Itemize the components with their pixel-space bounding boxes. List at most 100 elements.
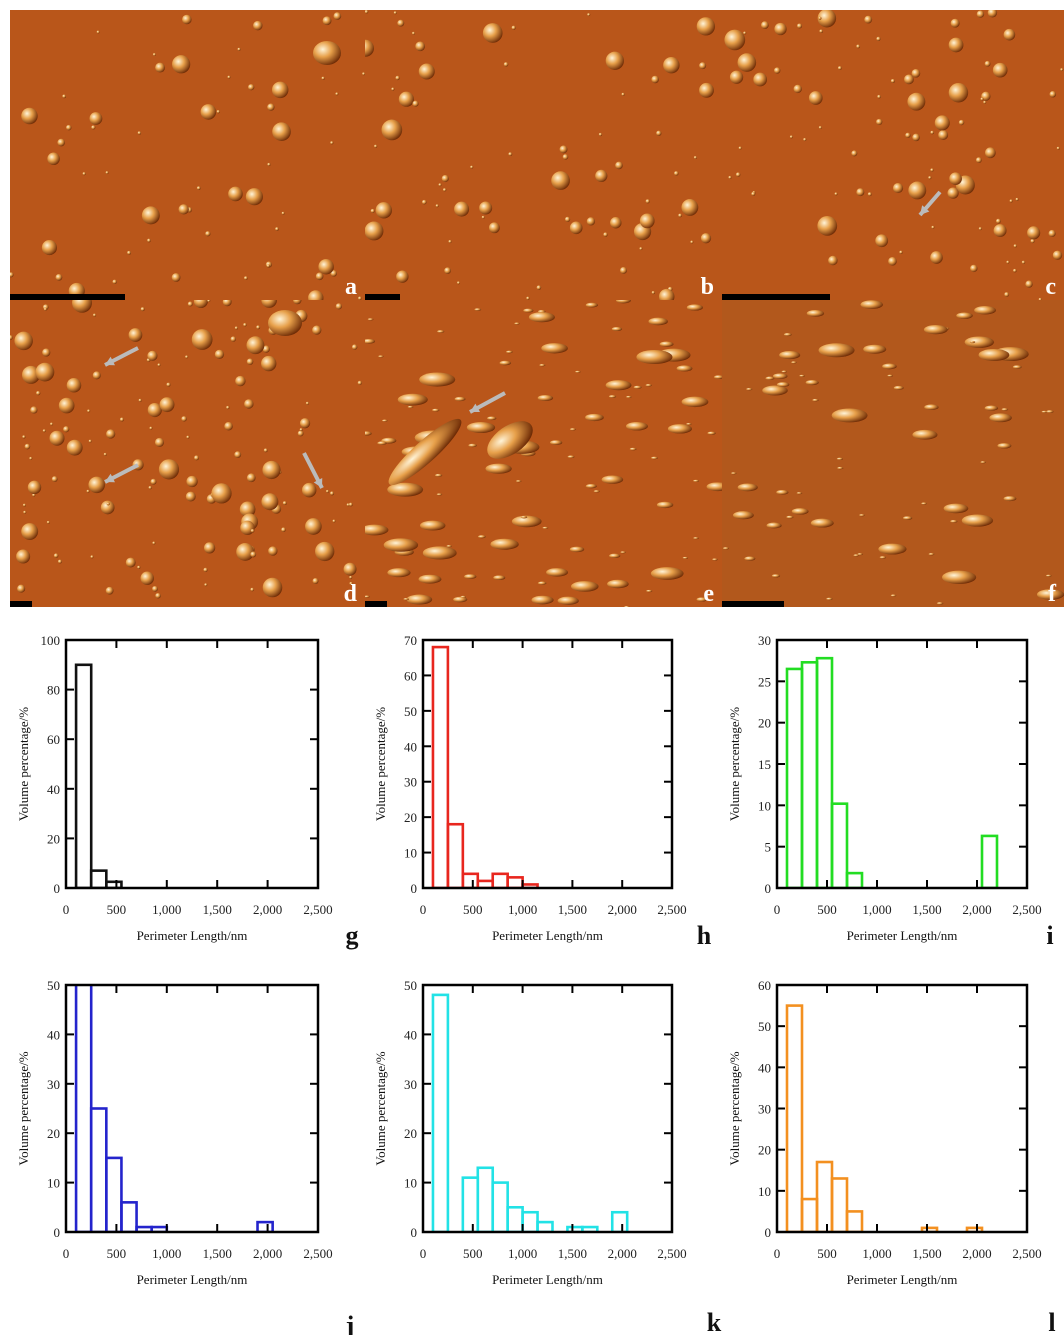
- particle: [620, 267, 627, 274]
- particle: [1038, 297, 1042, 300]
- particle: [928, 176, 932, 180]
- particle: [421, 199, 427, 205]
- particle: [250, 551, 257, 558]
- particle: [645, 384, 652, 387]
- particle: [381, 419, 388, 422]
- particle: [659, 341, 674, 347]
- particle: [499, 360, 512, 366]
- particle: [281, 211, 285, 215]
- particle: [743, 31, 747, 35]
- particle: [851, 150, 858, 157]
- particle: [261, 493, 279, 511]
- particle: [941, 570, 977, 584]
- particle: [605, 51, 624, 70]
- bar: [105, 1156, 123, 1232]
- y-tick-label: 40: [404, 739, 417, 754]
- particle: [357, 380, 362, 386]
- particle: [166, 382, 171, 387]
- particle: [159, 397, 175, 413]
- particle: [275, 227, 279, 231]
- particle: [674, 171, 679, 176]
- particle: [836, 457, 844, 461]
- particle: [569, 428, 576, 431]
- particle: [882, 363, 897, 370]
- particle: [890, 78, 895, 83]
- particle: [193, 300, 208, 309]
- particle: [17, 584, 26, 593]
- particle: [812, 398, 819, 402]
- particle: [35, 362, 55, 382]
- particle: [911, 68, 921, 78]
- particle: [826, 597, 833, 601]
- particle: [559, 145, 568, 154]
- particle: [147, 238, 151, 243]
- particle: [707, 431, 716, 435]
- particle: [542, 526, 549, 530]
- particle: [681, 396, 709, 408]
- particle: [152, 585, 158, 592]
- particle: [735, 172, 741, 177]
- plot-frame: [64, 983, 320, 1234]
- particle: [415, 41, 426, 52]
- bar: [506, 1206, 524, 1232]
- particle: [712, 558, 718, 561]
- x-tick-label: 2,000: [608, 902, 637, 917]
- y-tick-label: 50: [404, 704, 417, 719]
- y-tick-label: 30: [404, 775, 417, 790]
- particle: [365, 338, 376, 344]
- particle: [245, 188, 263, 206]
- image-content: [10, 10, 365, 300]
- particle: [191, 329, 213, 350]
- particle: [419, 520, 446, 531]
- y-tick-label: 60: [47, 732, 60, 747]
- chart: 0 500 1,000 1,500 2,000 2,500 0 5 10 15 20 25 30 Peri…: [727, 633, 1054, 950]
- particle: [731, 472, 737, 475]
- particle: [930, 130, 934, 135]
- y-tick-label: 0: [54, 881, 61, 896]
- particle: [975, 157, 982, 164]
- particle: [246, 473, 256, 483]
- particle: [696, 597, 708, 602]
- x-axis-label: Perimeter Length/nm: [492, 928, 603, 943]
- particle: [250, 528, 255, 533]
- particle: [633, 385, 642, 389]
- particle: [536, 285, 542, 290]
- y-tick-label: 80: [47, 683, 60, 698]
- particle: [587, 13, 591, 17]
- particle: [681, 199, 699, 216]
- particle: [14, 331, 33, 351]
- x-tick-label: 1,000: [508, 902, 537, 917]
- particle: [268, 310, 302, 336]
- particle: [948, 83, 969, 103]
- particle: [147, 350, 158, 361]
- particle: [859, 514, 865, 517]
- x-tick-label: 1,500: [203, 1246, 232, 1261]
- bar: [845, 871, 864, 888]
- particle: [729, 70, 744, 84]
- particle: [57, 559, 62, 564]
- particle: [256, 325, 261, 330]
- particle: [435, 204, 439, 208]
- plot-frame: [421, 638, 674, 890]
- x-tick-label: 2,000: [608, 1246, 637, 1261]
- particle: [240, 520, 255, 536]
- particle: [810, 518, 834, 528]
- particle: [140, 307, 145, 312]
- particle: [66, 124, 72, 131]
- particle: [125, 557, 136, 568]
- y-tick-label: 5: [765, 840, 772, 855]
- y-tick-label: 20: [404, 810, 417, 825]
- particle: [474, 308, 482, 311]
- y-tick-label: 10: [47, 1176, 60, 1191]
- particle: [224, 421, 233, 431]
- particle: [539, 364, 546, 367]
- particle: [626, 395, 632, 399]
- bar: [74, 985, 93, 1232]
- particle: [453, 596, 468, 603]
- particle: [412, 31, 416, 35]
- particle: [89, 112, 103, 125]
- image-content: [365, 10, 722, 300]
- particle: [625, 422, 648, 431]
- particle: [1009, 199, 1013, 203]
- particle: [348, 502, 353, 507]
